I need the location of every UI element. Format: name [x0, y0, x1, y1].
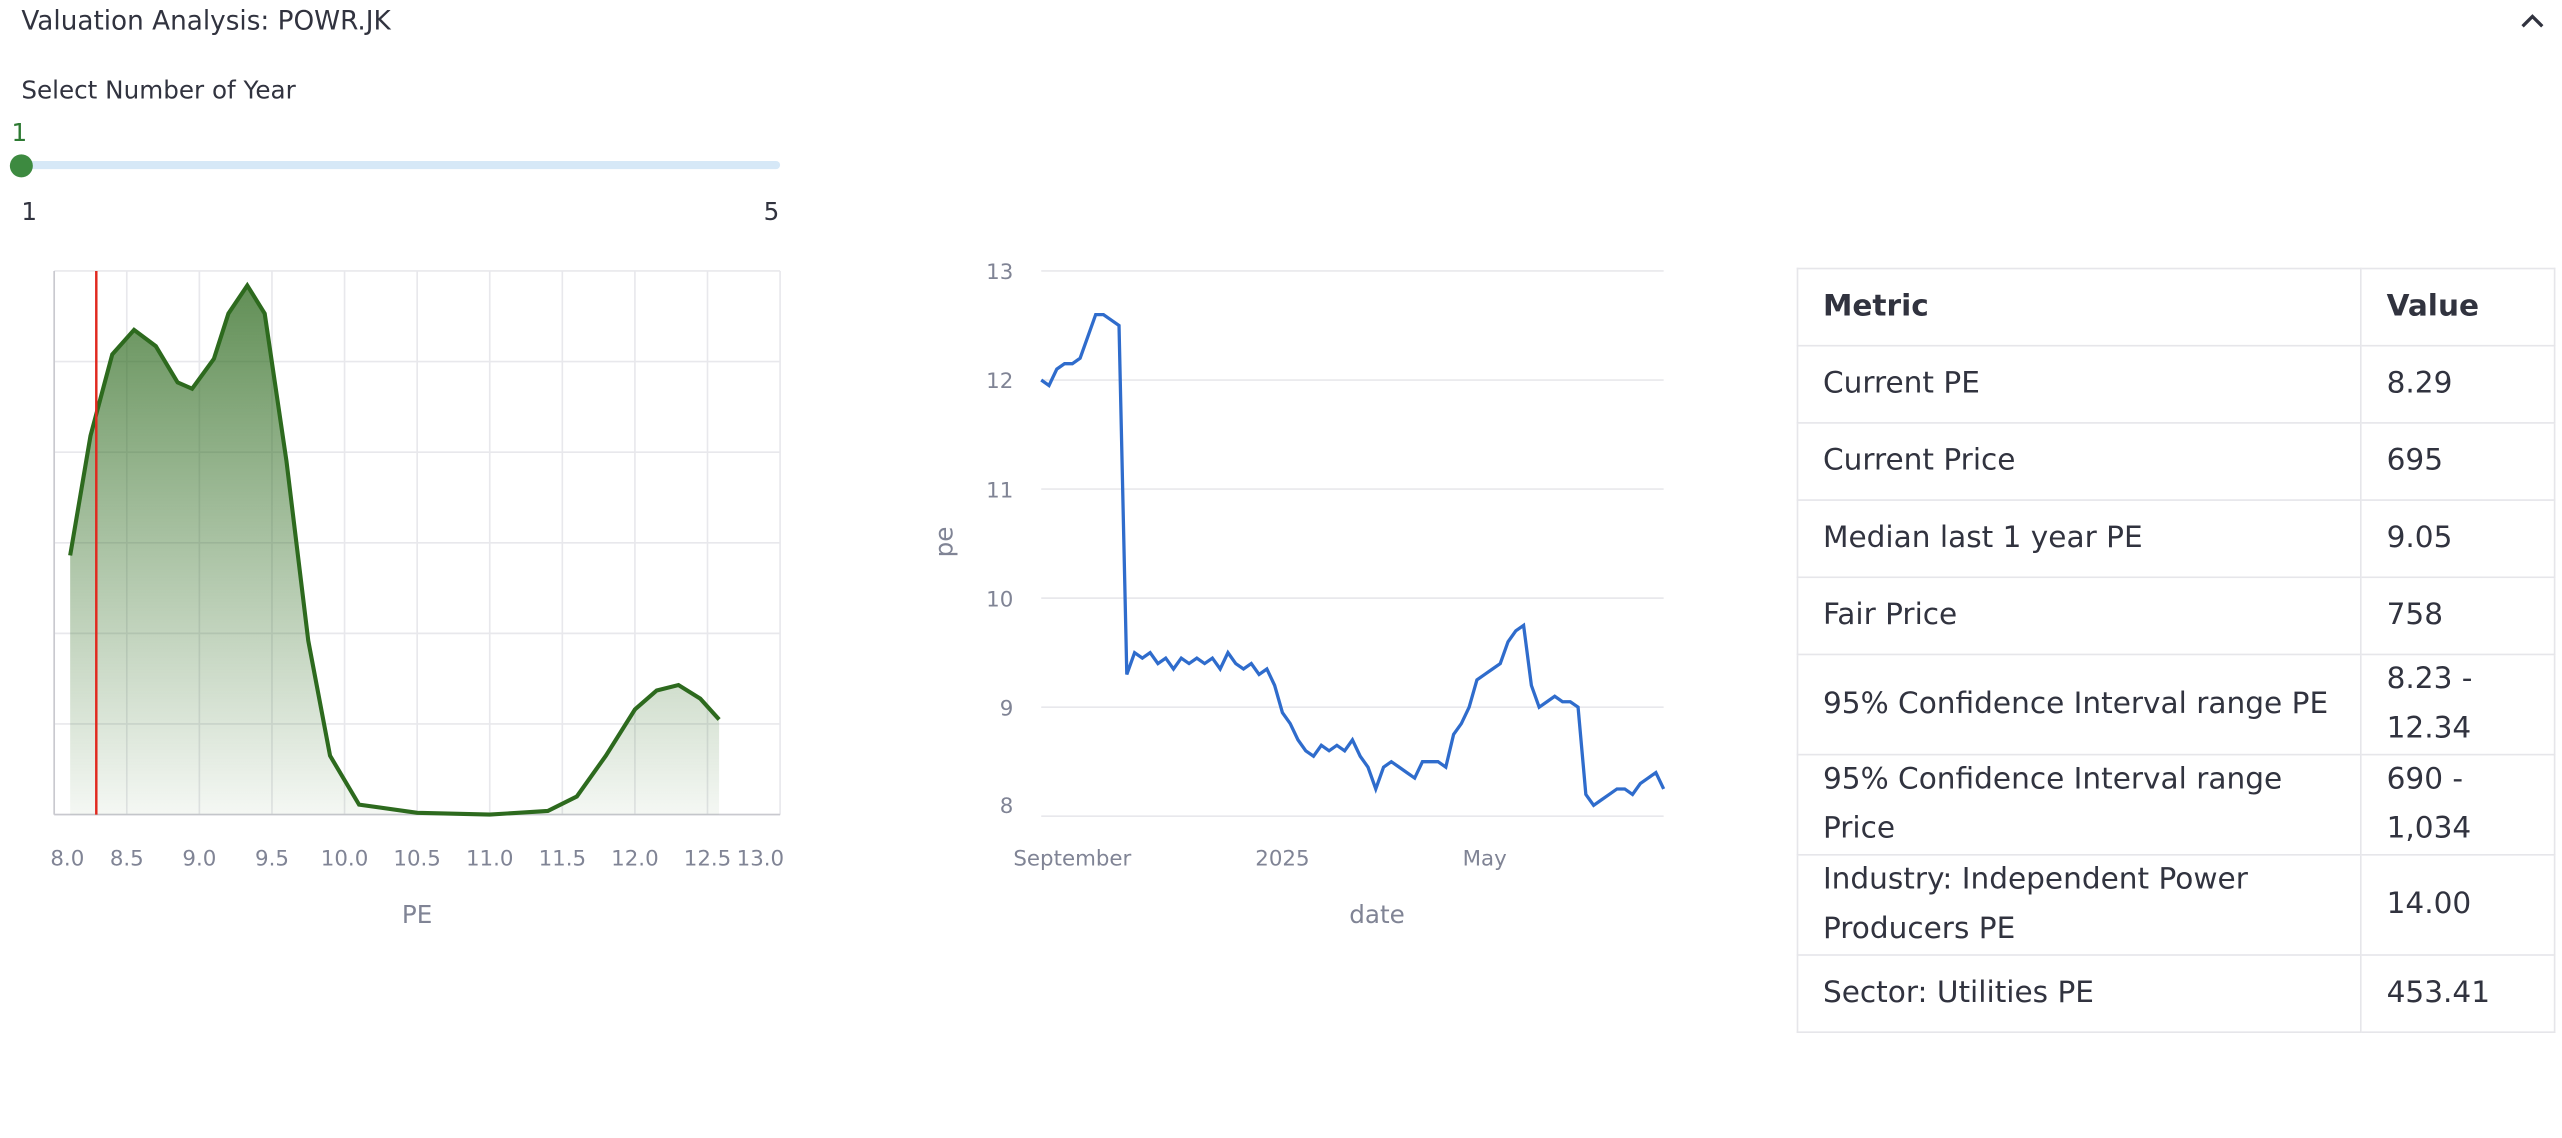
x-axis-title: PE [402, 900, 432, 929]
table-row: Fair Price 758 [1796, 576, 2556, 656]
table-cell: 695 [2360, 422, 2556, 501]
x-tick-label: 8.0 [50, 846, 84, 871]
table-cell: Current Price [1796, 422, 2362, 501]
table-cell: Fair Price [1796, 576, 2362, 656]
density-line [68, 281, 721, 817]
slider-track[interactable] [21, 160, 781, 170]
table-cell: 453.41 [2360, 954, 2556, 1034]
x-tick-label: 9.0 [182, 846, 216, 871]
y-axis-title: pe [930, 527, 959, 558]
table-cell: 9.05 [2360, 499, 2556, 579]
x-axis-title: date [1349, 900, 1405, 929]
slider-value: 1 [11, 118, 28, 148]
x-tick-label: 12.0 [611, 846, 659, 871]
x-tick-label: 13.0 [737, 846, 785, 871]
table-cell: 95% Confidence Interval range Price [1796, 753, 2362, 856]
table-row: Industry: Independent Power Producers PE… [1796, 853, 2556, 956]
table-cell: Median last 1 year PE [1796, 499, 2362, 579]
x-tick-label: May [1463, 846, 1507, 871]
slider-min: 1 [21, 197, 38, 227]
x-tick-label: 2025 [1255, 846, 1309, 871]
header-cell: Value [2360, 267, 2556, 347]
x-tick-label: September [1013, 846, 1131, 871]
table-cell: 758 [2360, 576, 2556, 656]
table-cell: Current PE [1796, 344, 2362, 424]
metrics-table: Metric Value Current PE 8.29 Current Price 69… [1796, 267, 2556, 1034]
x-tick-label: 12.5 [684, 846, 732, 871]
table-row: Current Price 695 [1796, 422, 2556, 501]
y-tick-label: 10 [986, 587, 1013, 612]
charts: 8.0 8.5 9.0 9.5 10.0 10.5 11.0 11.5 12.0 12.5 13.0… [50, 260, 1666, 929]
slider-thumb[interactable] [9, 154, 33, 178]
y-tick-label: 13 [986, 260, 1013, 285]
y-tick-label: 9 [1000, 696, 1014, 721]
table-cell: Industry: Independent Power Producers PE [1796, 853, 2362, 956]
slider-max: 5 [763, 197, 780, 227]
x-tick-label: 9.5 [255, 846, 289, 871]
table-row: 95% Confidence Interval range PE 8.23 - 1… [1796, 653, 2556, 756]
table-cell: 95% Confidence Interval range PE [1796, 653, 2362, 756]
table-row: Current PE 8.29 [1796, 344, 2556, 424]
table-cell: 8.29 [2360, 344, 2556, 424]
table-row: Sector: Utilities PE 453.41 [1796, 954, 2556, 1034]
pe-line [1040, 312, 1666, 808]
x-tick-label: 11.5 [539, 846, 587, 871]
x-tick-label: 8.5 [110, 846, 144, 871]
collapse-icon[interactable] [2516, 8, 2549, 34]
table-cell: 14.00 [2360, 853, 2556, 956]
table-row: 95% Confidence Interval range Price 690 -… [1796, 753, 2556, 856]
x-tick-label: 11.0 [466, 846, 514, 871]
y-tick-label: 11 [986, 478, 1013, 503]
x-tick-label: 10.0 [321, 846, 369, 871]
expander-title: Valuation Analysis: POWR.JK [21, 4, 391, 37]
table-cell: 690 - 1,034 [2360, 753, 2556, 856]
table-cell: Sector: Utilities PE [1796, 954, 2362, 1034]
density-area [70, 285, 720, 815]
slider-label: Select Number of Year [21, 75, 296, 106]
y-tick-label: 8 [1000, 794, 1014, 819]
table-row: Median last 1 year PE 9.05 [1796, 499, 2556, 579]
x-tick-label: 10.5 [393, 846, 441, 871]
table-cell: 8.23 - 12.34 [2360, 653, 2556, 756]
header-cell: Metric [1796, 267, 2362, 347]
header-row: Metric Value [1796, 267, 2556, 347]
y-tick-label: 12 [986, 369, 1013, 394]
